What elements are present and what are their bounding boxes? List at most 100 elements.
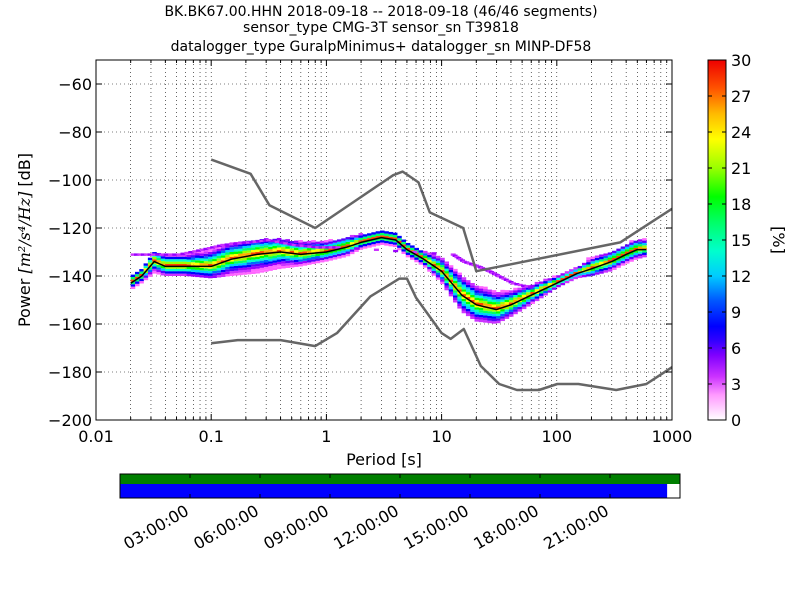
pdf-cell — [319, 260, 325, 263]
pdf-cell — [461, 279, 467, 283]
pdf-cell — [427, 257, 432, 260]
pdf-cell — [551, 277, 557, 281]
pdf-cell — [431, 270, 437, 274]
pdf-cell — [483, 301, 488, 304]
pdf-cell — [603, 270, 609, 273]
pdf-cell — [483, 286, 488, 290]
pdf-cell — [367, 240, 372, 243]
pdf-cell — [242, 269, 248, 273]
pdf-cell — [453, 268, 458, 272]
pdf-cell — [251, 271, 256, 274]
pdf-cell — [599, 259, 604, 262]
pdf-cell — [152, 261, 157, 265]
pdf-cell — [474, 295, 480, 298]
pdf-cell — [268, 266, 273, 269]
pdf-cell — [453, 271, 458, 274]
pdf-cell — [637, 244, 643, 247]
pdf-cell — [324, 240, 329, 243]
pdf-cell — [483, 289, 488, 292]
pdf-cell — [478, 307, 484, 311]
pdf-cell — [547, 287, 553, 291]
pdf-outlier-cell — [147, 253, 153, 256]
pdf-cell — [500, 299, 505, 302]
pdf-cell — [147, 267, 153, 270]
pdf-cell — [431, 266, 437, 269]
pdf-cell — [504, 292, 510, 295]
pdf-cell — [186, 266, 192, 270]
pdf-cell — [569, 278, 574, 282]
pdf-outlier-cell — [150, 253, 156, 256]
pdf-cell — [637, 256, 643, 259]
pdf-cell — [208, 271, 213, 274]
pdf-cell — [332, 240, 338, 243]
pdf-cell — [388, 243, 394, 247]
pdf-cell — [177, 268, 183, 272]
timeline-tick-label: 15:00:00 — [400, 501, 472, 553]
pdf-cell — [448, 265, 454, 268]
pdf-cell — [139, 276, 144, 279]
timeline-tick-label: 09:00:00 — [260, 501, 332, 553]
pdf-cell — [453, 283, 458, 286]
pdf-cell — [259, 248, 265, 252]
pdf-cell — [500, 318, 505, 322]
pdf-cell — [457, 289, 462, 292]
pdf-cell — [358, 245, 364, 248]
pdf-cell — [491, 321, 497, 324]
pdf-cell — [569, 276, 574, 279]
pdf-cell — [538, 291, 544, 294]
pdf-cell — [358, 235, 364, 238]
pdf-cell — [418, 259, 424, 263]
pdf-cell — [182, 271, 187, 274]
pdf-cell — [328, 251, 333, 254]
pdf-cell — [246, 267, 252, 270]
pdf-cell — [478, 288, 484, 291]
timeline-tick-label: 21:00:00 — [540, 501, 612, 553]
pdf-cell — [453, 292, 458, 296]
pdf-cell — [491, 311, 497, 315]
pdf-cell — [349, 234, 355, 238]
pdf-cell — [160, 273, 166, 276]
pdf-cell — [289, 250, 295, 254]
pdf-cell — [551, 275, 557, 278]
pdf-cell — [637, 251, 643, 254]
pdf-cell — [521, 292, 527, 295]
pdf-outlier-cell — [252, 240, 258, 243]
pdf-cell — [642, 245, 647, 248]
pdf-cell — [341, 240, 346, 244]
pdf-cell — [212, 266, 217, 269]
pdf-cell — [461, 308, 467, 311]
pdf-cell — [134, 271, 140, 275]
pdf-cell — [457, 284, 462, 287]
pdf-cell — [298, 242, 303, 245]
pdf-cell — [422, 265, 428, 268]
pdf-cell — [203, 251, 209, 254]
pdf-cell — [474, 285, 480, 289]
pdf-cell — [255, 256, 260, 260]
pdf-cell — [294, 247, 299, 251]
pdf-cell — [229, 259, 235, 262]
pdf-cell — [242, 253, 248, 256]
pdf-cell — [474, 314, 480, 317]
pdf-cell — [461, 294, 467, 297]
pdf-cell — [448, 289, 454, 292]
pdf-cell — [448, 293, 454, 297]
pdf-cell — [405, 247, 411, 251]
pdf-cell — [130, 286, 136, 290]
pdf-cell — [152, 252, 157, 255]
pdf-cell — [487, 303, 493, 307]
pdf-cell — [401, 246, 407, 250]
pdf-cell — [203, 253, 209, 257]
pdf-cell — [229, 244, 235, 248]
pdf-cell — [474, 300, 480, 303]
pdf-cell — [208, 268, 213, 272]
pdf-cell — [612, 267, 617, 270]
pdf-cell — [534, 293, 540, 297]
pdf-cell — [182, 261, 187, 264]
pdf-outlier-cell — [328, 246, 334, 249]
pdf-cell — [418, 255, 424, 258]
pdf-cell — [435, 274, 441, 278]
pdf-cell — [225, 262, 230, 265]
pdf-cell — [349, 246, 355, 250]
pdf-cell — [190, 252, 196, 256]
pdf-cell — [268, 246, 273, 250]
